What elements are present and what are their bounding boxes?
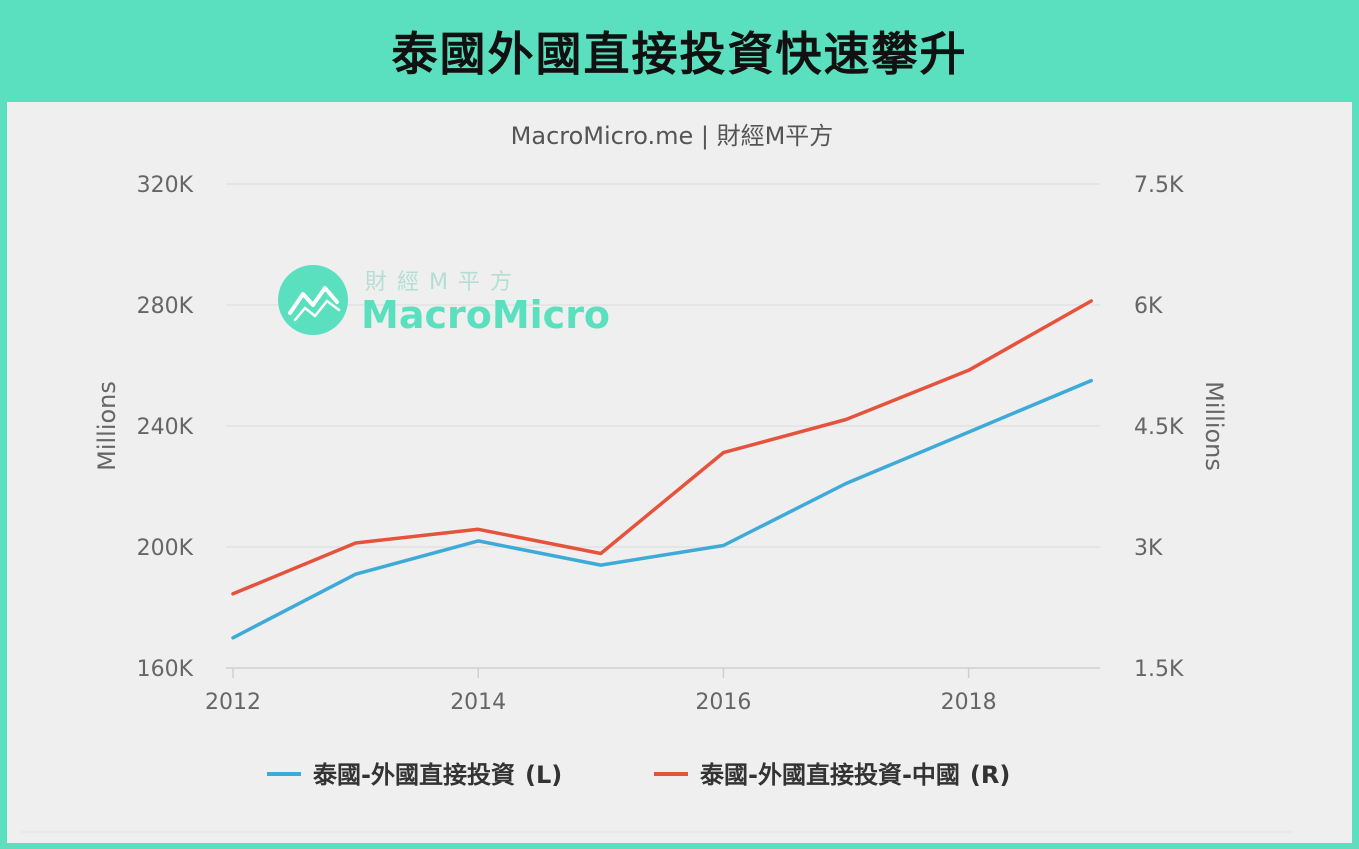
right-tick-label: 1.5K — [1134, 657, 1184, 682]
legend-item-series-r[interactable]: 泰國-外國直接投資-中國 (R) — [654, 761, 1010, 789]
left-tick-label: 280K — [137, 294, 194, 319]
watermark-brand-text: MacroMicro — [361, 293, 610, 337]
left-axis-title: Millions — [93, 381, 121, 471]
right-tick-label: 4.5K — [1134, 415, 1184, 440]
grid-lines — [226, 183, 1100, 669]
x-axis: 2012 2014 2016 2018 — [205, 668, 997, 715]
right-tick-label: 6K — [1134, 294, 1163, 319]
left-axis: 320K 280K 240K 200K 160K — [137, 173, 194, 682]
right-tick-label: 7.5K — [1134, 173, 1184, 198]
left-tick-label: 320K — [137, 173, 194, 198]
page-title: 泰國外國直接投資快速攀升 — [391, 27, 968, 81]
x-tick-label: 2018 — [941, 690, 997, 715]
series-line-l[interactable] — [231, 378, 1093, 640]
line-chart: MacroMicro.me | 財經M平方 320K 280K 240K 200K 16… — [21, 122, 1293, 833]
series-line-r[interactable] — [231, 299, 1093, 596]
legend-label-series-l: 泰國-外國直接投資 (L) — [313, 761, 562, 789]
legend-label-series-r: 泰國-外國直接投資-中國 (R) — [700, 761, 1010, 789]
right-tick-label: 3K — [1134, 536, 1163, 561]
right-axis-title: Millions — [1200, 381, 1228, 471]
x-tick-label: 2012 — [205, 690, 261, 715]
legend-item-series-l[interactable]: 泰國-外國直接投資 (L) — [267, 761, 562, 789]
chart-panel: MacroMicro.me | 財經M平方 320K 280K 240K 200K 16… — [7, 102, 1352, 843]
chart-subtitle: MacroMicro.me | 財經M平方 — [511, 122, 834, 150]
right-axis: 7.5K 6K 4.5K 3K 1.5K — [1134, 173, 1184, 682]
left-tick-label: 160K — [137, 657, 194, 682]
x-tick-label: 2016 — [695, 690, 751, 715]
title-banner: 泰國外國直接投資快速攀升 — [0, 0, 1359, 102]
legend[interactable]: 泰國-外國直接投資 (L) 泰國-外國直接投資-中國 (R) — [267, 761, 1010, 789]
series-lines — [231, 299, 1093, 640]
left-tick-label: 240K — [137, 415, 194, 440]
watermark-chinese-text: 財經M平方 — [365, 270, 522, 295]
x-tick-label: 2014 — [450, 690, 506, 715]
left-tick-label: 200K — [137, 536, 194, 561]
macromicro-watermark: 財經M平方 MacroMicro — [278, 265, 610, 337]
